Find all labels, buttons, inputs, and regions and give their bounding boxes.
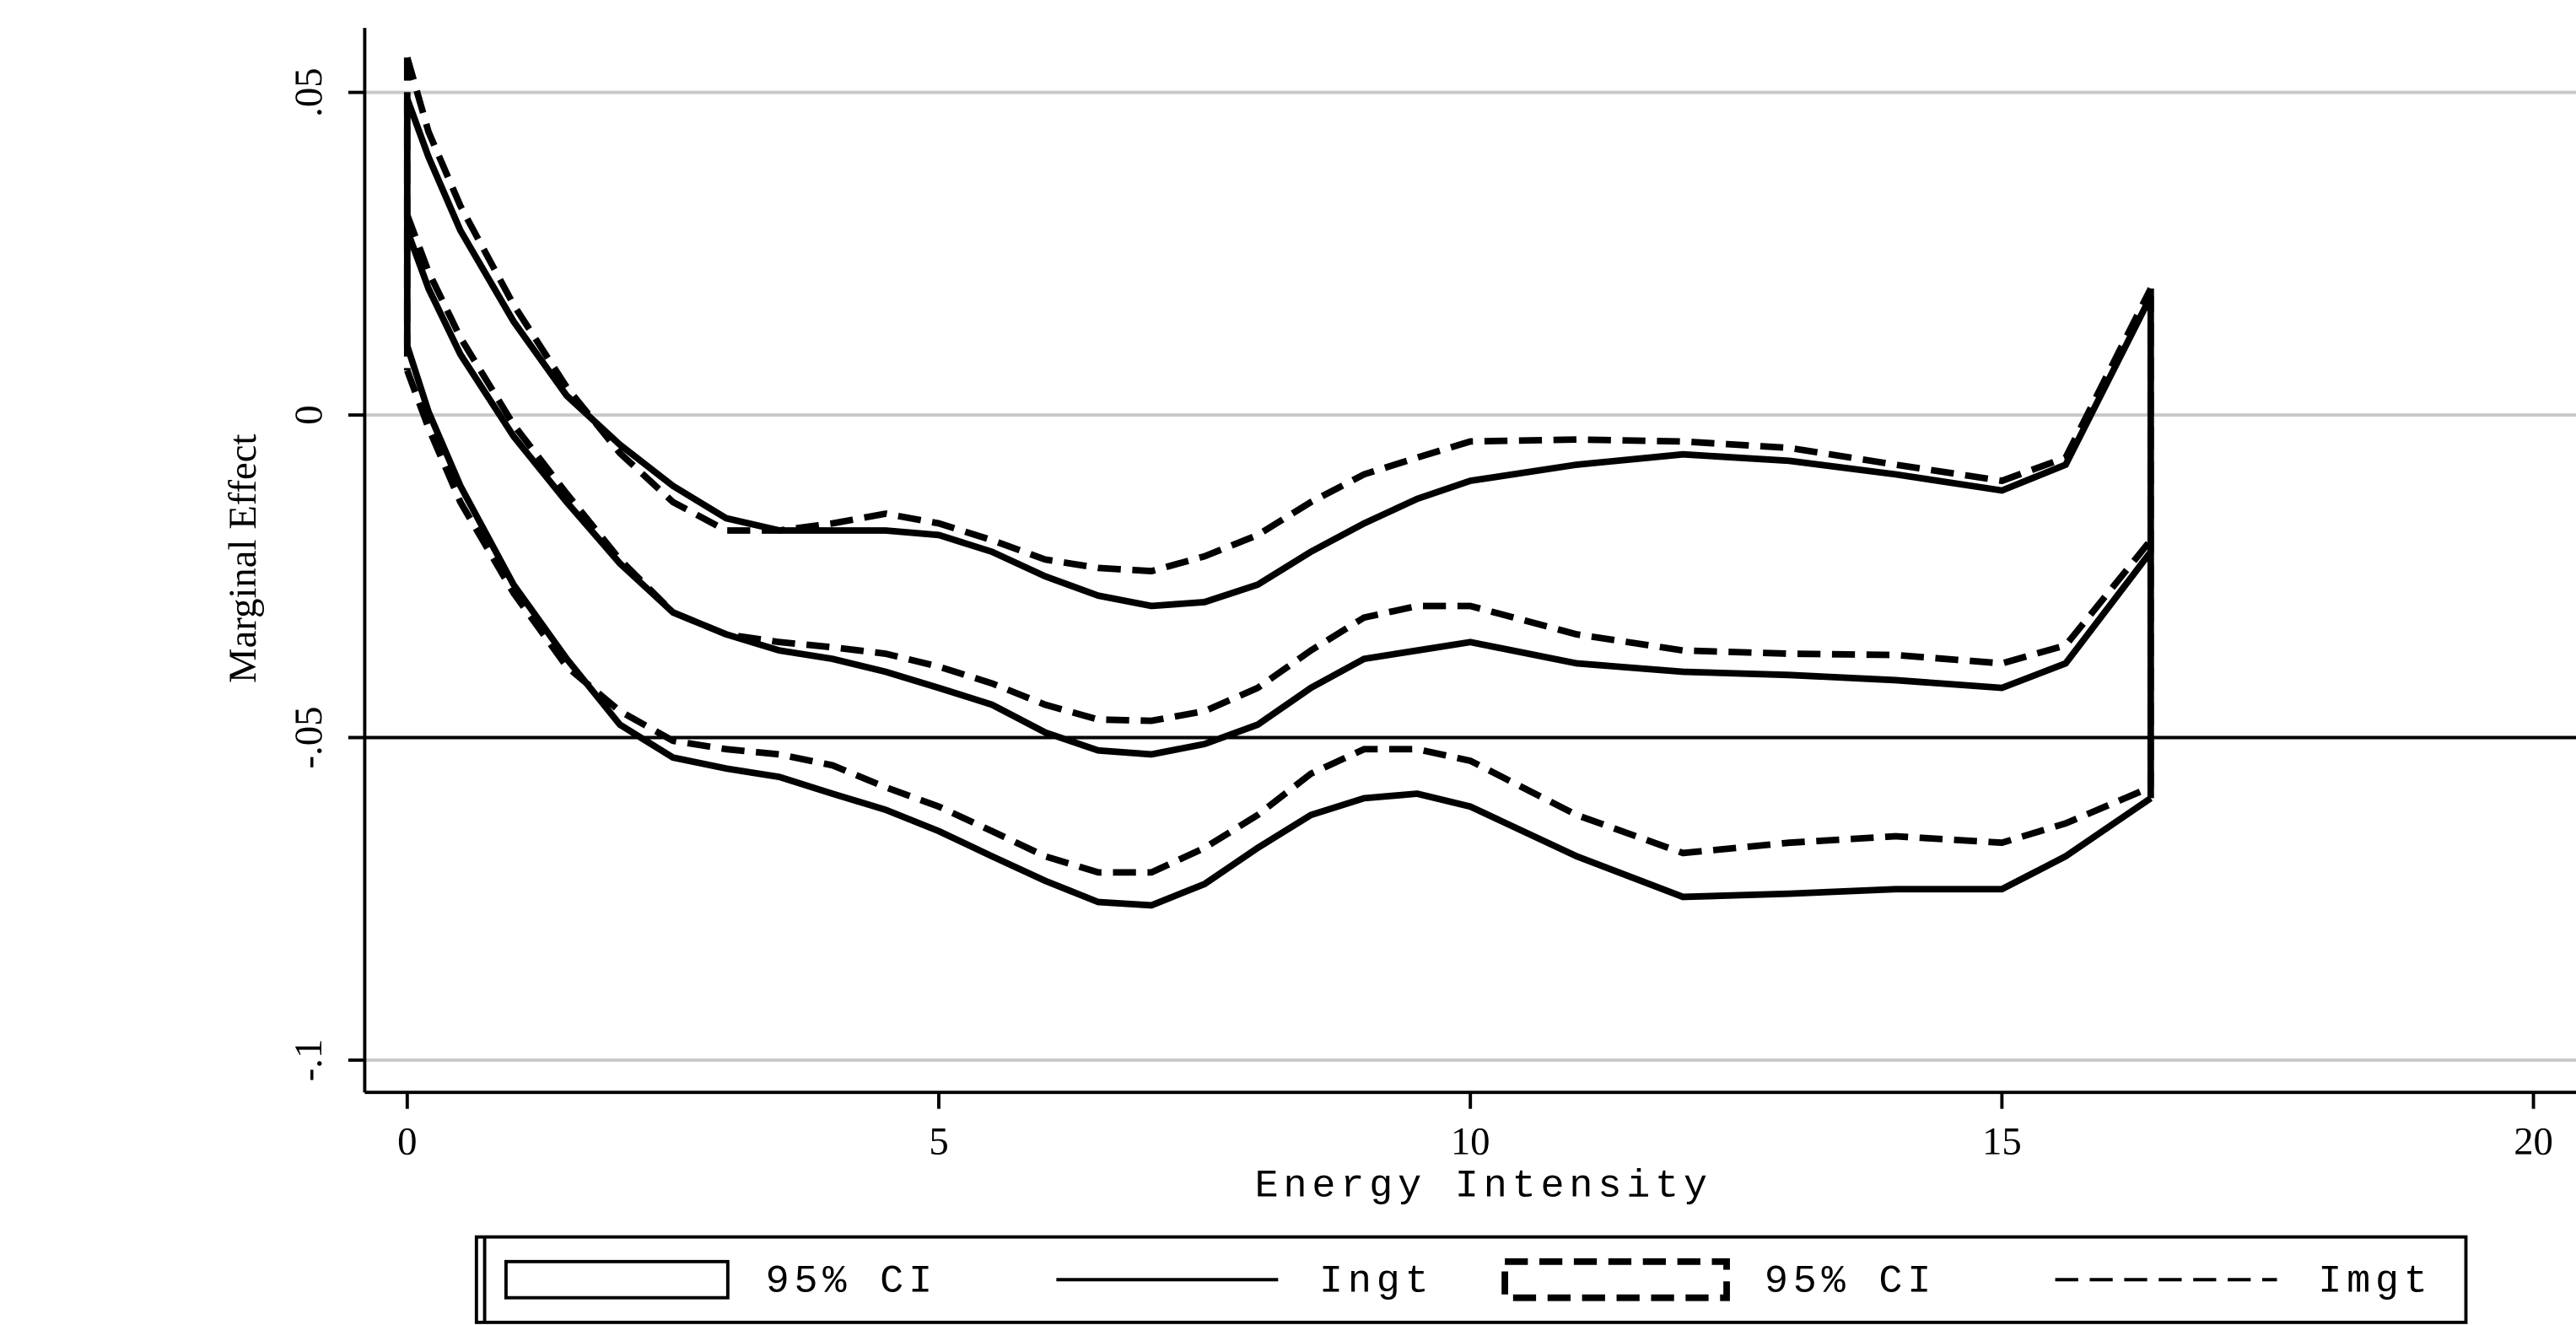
y-tick-label: 0	[287, 405, 331, 424]
y-tick-label: .05	[287, 67, 331, 116]
ci-upper	[404, 97, 2154, 610]
line	[404, 229, 2153, 758]
legend-ci-swatch	[1501, 1258, 1730, 1301]
ci-lower	[404, 345, 2153, 909]
legend-label: 95% CI	[766, 1260, 937, 1305]
legend	[474, 1235, 2468, 1324]
ci-upper	[404, 57, 2154, 575]
legend-label: Imgt	[2318, 1260, 2433, 1305]
legend-label: Ingt	[1319, 1260, 1434, 1305]
x-tick-label: 5	[929, 1119, 948, 1163]
line	[404, 213, 2153, 724]
x-tick-label: 15	[1982, 1119, 2022, 1163]
legend-frame	[474, 1235, 2468, 1324]
x-tick-label: 20	[2514, 1119, 2553, 1163]
x-tick-label: 10	[1451, 1119, 1490, 1163]
y-tick-label: -.05	[287, 707, 331, 769]
ci-lower	[404, 369, 2153, 876]
y-tick-label: -.1	[287, 1039, 331, 1082]
x-axis-label: Energy Intensity	[1255, 1165, 1712, 1209]
legend-ci-swatch	[504, 1259, 730, 1300]
y-axis-label: Marginal Effect	[221, 434, 265, 682]
x-tick-label: 0	[397, 1119, 417, 1163]
legend-label: 95% CI	[1765, 1260, 1936, 1305]
